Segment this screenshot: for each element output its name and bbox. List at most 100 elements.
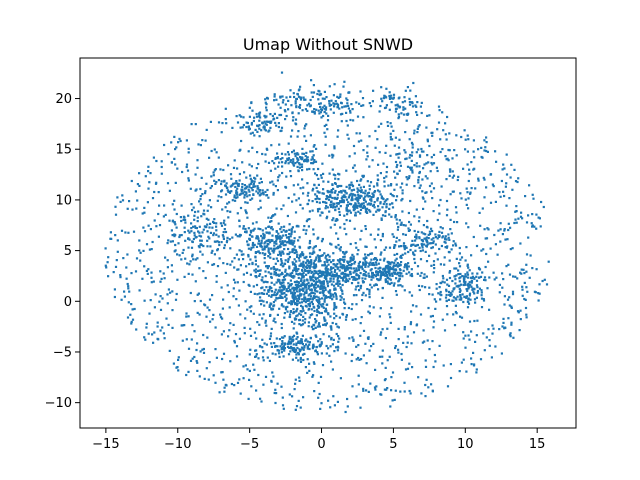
- data-point: [357, 205, 359, 207]
- data-point: [350, 243, 352, 245]
- data-point: [188, 232, 190, 234]
- data-point: [467, 277, 469, 279]
- data-point: [286, 298, 288, 300]
- data-point: [320, 288, 322, 290]
- data-point: [405, 224, 407, 226]
- data-point: [301, 269, 303, 271]
- data-point: [261, 286, 263, 288]
- data-point: [273, 99, 275, 101]
- data-point: [271, 160, 273, 162]
- data-point: [152, 197, 154, 199]
- data-point: [292, 161, 294, 163]
- data-point: [415, 111, 417, 113]
- data-point: [532, 224, 534, 226]
- data-point: [205, 183, 207, 185]
- data-point: [464, 335, 466, 337]
- data-point: [251, 165, 253, 167]
- data-point: [427, 386, 429, 388]
- data-point: [133, 231, 135, 233]
- data-point: [364, 192, 366, 194]
- data-point: [188, 273, 190, 275]
- data-point: [393, 282, 395, 284]
- data-point: [384, 275, 386, 277]
- data-point: [154, 306, 156, 308]
- data-point: [301, 166, 303, 168]
- data-point: [399, 269, 401, 271]
- data-point: [308, 370, 310, 372]
- data-point: [385, 367, 387, 369]
- data-point: [497, 230, 499, 232]
- data-point: [200, 144, 202, 146]
- data-point: [491, 324, 493, 326]
- data-point: [355, 288, 357, 290]
- data-point: [351, 276, 353, 278]
- data-point: [404, 266, 406, 268]
- data-point: [382, 214, 384, 216]
- x-tick-label: 0: [317, 437, 325, 452]
- data-point: [227, 164, 229, 166]
- data-point: [214, 382, 216, 384]
- data-point: [417, 126, 419, 128]
- data-point: [267, 130, 269, 132]
- data-point: [157, 325, 159, 327]
- data-point: [298, 162, 300, 164]
- data-point: [272, 308, 274, 310]
- data-point: [250, 101, 252, 103]
- data-point: [276, 230, 278, 232]
- data-point: [447, 385, 449, 387]
- data-point: [263, 125, 265, 127]
- data-point: [394, 399, 396, 401]
- data-point: [295, 344, 297, 346]
- data-point: [438, 248, 440, 250]
- data-point: [295, 199, 297, 201]
- data-point: [377, 164, 379, 166]
- data-point: [374, 238, 376, 240]
- data-point: [381, 206, 383, 208]
- data-point: [455, 244, 457, 246]
- data-point: [355, 286, 357, 288]
- data-point: [200, 203, 202, 205]
- data-point: [317, 285, 319, 287]
- data-point: [302, 266, 304, 268]
- data-point: [269, 257, 271, 259]
- data-point: [463, 275, 465, 277]
- data-point: [456, 312, 458, 314]
- data-point: [430, 170, 432, 172]
- data-point: [372, 100, 374, 102]
- data-point: [281, 260, 283, 262]
- data-point: [218, 241, 220, 243]
- data-point: [144, 300, 146, 302]
- data-point: [282, 265, 284, 267]
- data-point: [196, 167, 198, 169]
- data-point: [273, 258, 275, 260]
- data-point: [153, 157, 155, 159]
- data-point: [413, 164, 415, 166]
- data-point: [411, 240, 413, 242]
- data-point: [188, 148, 190, 150]
- data-point: [384, 211, 386, 213]
- data-point: [417, 376, 419, 378]
- data-point: [293, 184, 295, 186]
- data-point: [191, 274, 193, 276]
- data-point: [371, 286, 373, 288]
- data-point: [270, 332, 272, 334]
- data-point: [276, 117, 278, 119]
- data-point: [221, 208, 223, 210]
- data-point: [173, 233, 175, 235]
- data-point: [267, 217, 269, 219]
- data-point: [174, 163, 176, 165]
- data-point: [256, 116, 258, 118]
- data-point: [268, 249, 270, 251]
- data-point: [298, 106, 300, 108]
- data-point: [389, 356, 391, 358]
- data-point: [236, 167, 238, 169]
- data-point: [346, 279, 348, 281]
- data-point: [433, 264, 435, 266]
- data-point: [173, 208, 175, 210]
- data-point: [291, 151, 293, 153]
- data-point: [239, 225, 241, 227]
- data-point: [408, 212, 410, 214]
- data-point: [353, 262, 355, 264]
- data-point: [395, 345, 397, 347]
- data-point: [249, 306, 251, 308]
